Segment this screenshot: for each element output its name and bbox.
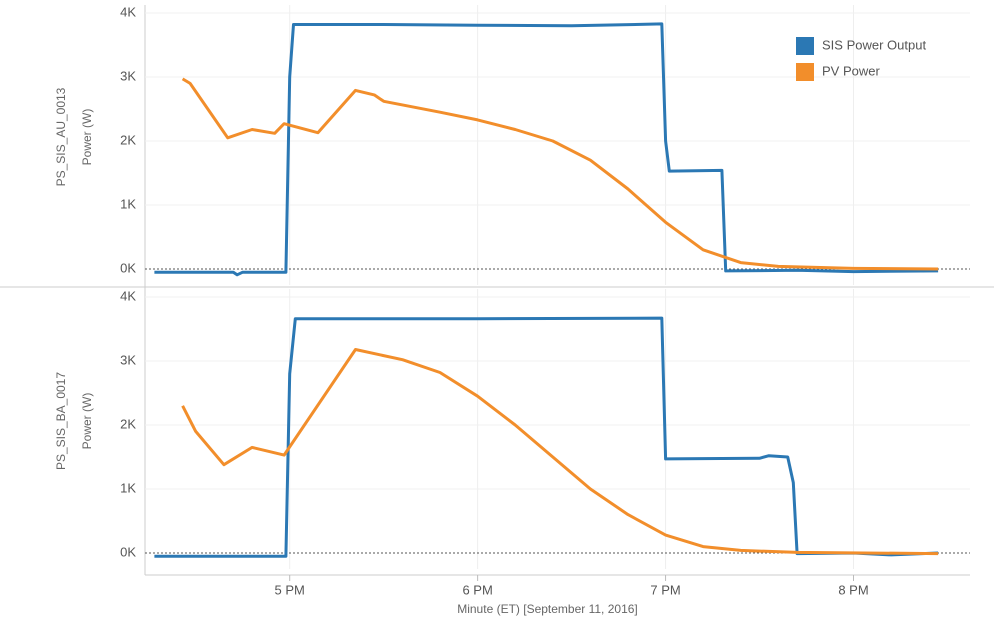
x-axis-title: Minute (ET) [September 11, 2016] — [457, 602, 638, 616]
y-tick-label: 0K — [120, 544, 136, 559]
y-axis-title: Power (W) — [80, 109, 94, 166]
y-tick-label: 4K — [120, 4, 136, 19]
x-tick-label: 7 PM — [650, 582, 680, 597]
y-tick-label: 0K — [120, 260, 136, 275]
line-series — [154, 22, 939, 277]
y-tick-label: 3K — [120, 352, 136, 367]
x-tick-label: 6 PM — [462, 582, 492, 597]
panel-label: PS_SIS_BA_0017 — [54, 372, 68, 470]
line-series — [154, 316, 939, 558]
legend-swatch — [796, 37, 814, 55]
x-tick-label: 5 PM — [275, 582, 305, 597]
legend-label: SIS Power Output — [822, 37, 926, 52]
y-tick-label: 4K — [120, 288, 136, 303]
x-tick-label: 8 PM — [838, 582, 868, 597]
line-series — [181, 348, 939, 556]
legend-label: PV Power — [822, 63, 880, 78]
y-axis-title: Power (W) — [80, 393, 94, 450]
y-tick-label: 1K — [120, 480, 136, 495]
y-tick-label: 2K — [120, 416, 136, 431]
panel-label: PS_SIS_AU_0013 — [54, 87, 68, 186]
y-tick-label: 2K — [120, 132, 136, 147]
y-tick-label: 3K — [120, 68, 136, 83]
legend-swatch — [796, 63, 814, 81]
line-series — [181, 77, 939, 271]
y-tick-label: 1K — [120, 196, 136, 211]
